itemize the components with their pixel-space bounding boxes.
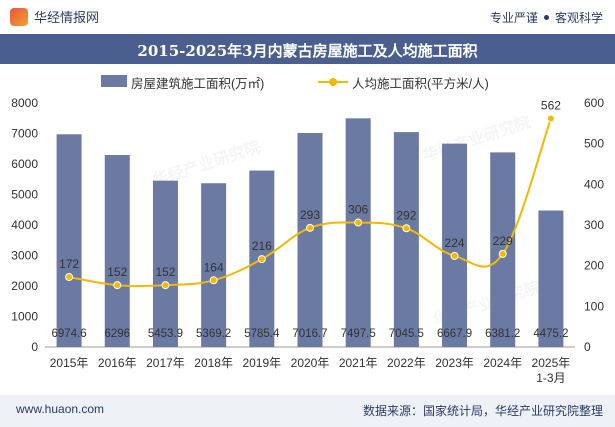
tagline: 专业严谨 客观科学 <box>490 9 603 26</box>
line-value-label: 562 <box>541 98 561 112</box>
line-value-label: 229 <box>493 234 513 248</box>
combo-chart: 0 1000 2000 3000 4000 5000 6000 7000 8000 0 100 200… <box>11 96 604 385</box>
y-left-tick-label: 6000 <box>11 157 38 171</box>
x-tick-label: 2017年 <box>146 356 185 370</box>
y-right-tick-label: 600 <box>584 96 604 110</box>
line-value-label: 172 <box>59 257 79 271</box>
line-point <box>161 281 170 290</box>
bar <box>104 154 130 347</box>
chart-title: 2015-2025年3月内蒙古房屋施工及人均施工面积 <box>137 42 478 60</box>
bar-value-label: 6974.6 <box>51 328 86 340</box>
line-point <box>450 251 459 260</box>
line-point <box>65 273 74 282</box>
line-value-label: 292 <box>396 208 416 222</box>
tagline-right: 客观科学 <box>554 11 603 25</box>
line-point <box>402 224 411 233</box>
legend-line-marker <box>329 78 337 86</box>
top-bar: 华经情报网 专业严谨 客观科学 <box>0 0 615 34</box>
x-tick-label: 2024年 <box>483 356 522 370</box>
bar <box>393 132 419 347</box>
bar <box>152 180 178 347</box>
bar-value-label: 7016.7 <box>292 328 327 340</box>
x-tick-label: 2022年 <box>387 356 426 370</box>
x-tick-label: 2020年 <box>291 356 330 370</box>
x-tick-label: 2023年 <box>435 356 474 370</box>
line-value-label: 152 <box>155 265 175 279</box>
bar-value-label: 5453.9 <box>148 328 183 340</box>
bar-value-label: 6667.9 <box>437 328 472 340</box>
bar <box>490 152 516 347</box>
bar <box>345 118 371 347</box>
x-tick-label: 2018年 <box>194 356 233 370</box>
footer-website[interactable]: www.huaon.com <box>16 402 105 416</box>
bar-value-label: 6381.2 <box>485 328 520 340</box>
legend-bar-label: 房屋建筑施工面积(万㎡) <box>131 77 265 91</box>
brand: 华经情报网 <box>10 7 99 26</box>
y-right-tick-label: 500 <box>584 137 604 151</box>
line-point <box>546 114 555 123</box>
bar <box>538 210 564 347</box>
x-tick-label: 2019年 <box>242 356 281 370</box>
y-left-tick-label: 4000 <box>11 218 38 232</box>
bar-value-label: 4475.2 <box>533 328 568 340</box>
footer-band <box>0 395 615 427</box>
x-tick-label: 2021年 <box>339 356 378 370</box>
brand-name: 华经情报网 <box>34 10 100 25</box>
line-value-label: 216 <box>252 239 272 253</box>
x-tick-label: 2015年 <box>50 356 89 370</box>
bar-value-label: 7497.5 <box>341 328 376 340</box>
bar <box>56 134 82 347</box>
line-point <box>306 223 314 232</box>
footer-source: 数据来源：国家统计局，华经产业研究院整理 <box>362 404 603 418</box>
dot-icon <box>543 15 549 20</box>
x-tick-label: 2025年 <box>532 356 571 370</box>
bar <box>297 132 323 347</box>
brand-logo-icon <box>10 7 28 26</box>
y-right-tick-label: 300 <box>584 218 604 232</box>
tagline-left: 专业严谨 <box>489 11 538 25</box>
line-point <box>257 255 266 264</box>
y-left-tick-label: 2000 <box>11 279 38 293</box>
line-value-label: 306 <box>348 203 368 217</box>
y-left-tick-label: 7000 <box>11 127 38 141</box>
bar-value-label: 7045.5 <box>389 328 424 340</box>
y-left-tick-label: 0 <box>31 340 38 354</box>
bar <box>442 143 468 347</box>
y-right-tick-label: 0 <box>584 340 591 354</box>
bar-value-label: 6296 <box>104 328 130 340</box>
line-value-label: 293 <box>300 208 320 222</box>
line-point <box>209 276 218 285</box>
line-point <box>498 249 507 258</box>
y-right-tick-label: 100 <box>584 299 604 313</box>
y-left-tick-label: 3000 <box>11 249 38 263</box>
legend-line-label: 人均施工面积(平方米/人) <box>352 77 489 91</box>
bar-value-label: 5369.2 <box>196 328 231 340</box>
line-point <box>113 281 122 290</box>
line-value-label: 152 <box>107 265 127 279</box>
line-value-label: 164 <box>204 260 224 274</box>
bar <box>201 183 227 347</box>
legend-bar-swatch <box>101 75 127 87</box>
bar-value-label: 5785.4 <box>244 328 280 340</box>
x-tick-label: 2016年 <box>98 356 137 370</box>
x-tick-label: 1-3月 <box>536 371 565 385</box>
line-value-label: 224 <box>445 236 465 250</box>
line-series-path <box>68 118 552 288</box>
line-point <box>354 218 363 227</box>
y-left-tick-label: 8000 <box>11 96 38 110</box>
y-right-tick-label: 200 <box>584 259 604 273</box>
title-band <box>0 34 615 64</box>
y-right-tick-label: 400 <box>584 177 604 191</box>
y-left-tick-label: 1000 <box>11 310 38 324</box>
y-left-tick-label: 5000 <box>11 188 38 202</box>
